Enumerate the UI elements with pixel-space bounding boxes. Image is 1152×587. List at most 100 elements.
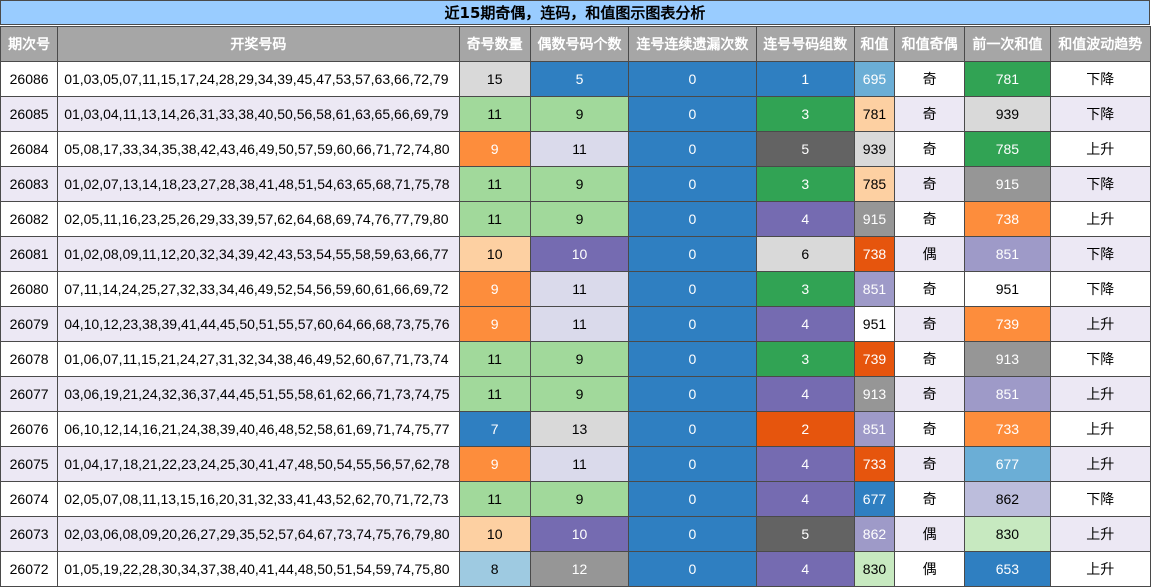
period-cell: 26075 <box>0 446 59 482</box>
prev-sum-cell: 781 <box>964 61 1051 97</box>
sum-trend-cell: 上升 <box>1049 411 1152 447</box>
sum-parity-cell: 奇 <box>894 201 966 237</box>
even-count-cell: 9 <box>529 376 630 412</box>
consec-miss-cell: 0 <box>628 446 757 482</box>
analysis-table: 期次号 开奖号码 奇号数量 偶数号码个数 连号连续遗漏次数 连号号码组数 和值 … <box>0 26 1152 587</box>
header-consec-miss: 连号连续遗漏次数 <box>628 26 757 62</box>
draw-numbers-cell: 04,10,12,23,38,39,41,44,45,50,51,55,57,6… <box>57 306 460 342</box>
prev-sum-cell: 677 <box>964 446 1051 482</box>
table-row: 26078 01,06,07,11,15,21,24,27,31,32,34,38… <box>0 341 1152 377</box>
prev-sum-cell: 862 <box>964 481 1051 517</box>
sum-cell: 733 <box>853 446 896 482</box>
header-prev-sum: 前一次和值 <box>964 26 1051 62</box>
sum-parity-cell: 奇 <box>894 96 966 132</box>
consec-miss-cell: 0 <box>628 131 757 167</box>
consec-groups-cell: 2 <box>755 411 855 447</box>
consec-groups-cell: 3 <box>755 341 855 377</box>
table-row: 26081 01,02,08,09,11,12,20,32,34,39,42,43… <box>0 236 1152 272</box>
consec-miss-cell: 0 <box>628 481 757 517</box>
sum-parity-cell: 奇 <box>894 306 966 342</box>
sum-trend-cell: 上升 <box>1049 376 1152 412</box>
prev-sum-cell: 738 <box>964 201 1051 237</box>
prev-sum-cell: 785 <box>964 131 1051 167</box>
table-row: 26075 01,04,17,18,21,22,23,24,25,30,41,47… <box>0 446 1152 482</box>
table-row: 26080 07,11,14,24,25,27,32,33,34,46,49,52… <box>0 271 1152 307</box>
even-count-cell: 9 <box>529 96 630 132</box>
table-row: 26079 04,10,12,23,38,39,41,44,45,50,51,55… <box>0 306 1152 342</box>
consec-groups-cell: 4 <box>755 481 855 517</box>
table-row: 26077 03,06,19,21,24,32,36,37,44,45,51,55… <box>0 376 1152 412</box>
consec-groups-cell: 4 <box>755 376 855 412</box>
period-cell: 26078 <box>0 341 59 377</box>
odd-count-cell: 7 <box>458 411 531 447</box>
consec-groups-cell: 3 <box>755 271 855 307</box>
table-row: 26082 02,05,11,16,23,25,26,29,33,39,57,62… <box>0 201 1152 237</box>
sum-trend-cell: 下降 <box>1049 271 1152 307</box>
consec-miss-cell: 0 <box>628 411 757 447</box>
sum-cell: 785 <box>853 166 896 202</box>
odd-count-cell: 11 <box>458 481 531 517</box>
sum-cell: 851 <box>853 411 896 447</box>
draw-numbers-cell: 03,06,19,21,24,32,36,37,44,45,51,55,58,6… <box>57 376 460 412</box>
header-sum-parity: 和值奇偶 <box>894 26 966 62</box>
even-count-cell: 11 <box>529 271 630 307</box>
table-row: 26083 01,02,07,13,14,18,23,27,28,38,41,48… <box>0 166 1152 202</box>
consec-groups-cell: 1 <box>755 61 855 97</box>
even-count-cell: 5 <box>529 61 630 97</box>
period-cell: 26080 <box>0 271 59 307</box>
odd-count-cell: 9 <box>458 271 531 307</box>
consec-miss-cell: 0 <box>628 271 757 307</box>
even-count-cell: 11 <box>529 446 630 482</box>
sum-cell: 738 <box>853 236 896 272</box>
header-draw: 开奖号码 <box>57 26 460 62</box>
consec-miss-cell: 0 <box>628 96 757 132</box>
odd-count-cell: 9 <box>458 446 531 482</box>
sum-trend-cell: 下降 <box>1049 481 1152 517</box>
header-period: 期次号 <box>0 26 59 62</box>
sum-trend-cell: 上升 <box>1049 201 1152 237</box>
consec-miss-cell: 0 <box>628 516 757 552</box>
sum-trend-cell: 上升 <box>1049 446 1152 482</box>
header-sum: 和值 <box>853 26 896 62</box>
even-count-cell: 9 <box>529 166 630 202</box>
prev-sum-cell: 851 <box>964 236 1051 272</box>
period-cell: 26082 <box>0 201 59 237</box>
sum-parity-cell: 奇 <box>894 61 966 97</box>
sum-cell: 677 <box>853 481 896 517</box>
even-count-cell: 9 <box>529 201 630 237</box>
prev-sum-cell: 653 <box>964 551 1051 587</box>
prev-sum-cell: 830 <box>964 516 1051 552</box>
period-cell: 26083 <box>0 166 59 202</box>
sum-parity-cell: 奇 <box>894 166 966 202</box>
sum-cell: 862 <box>853 516 896 552</box>
prev-sum-cell: 913 <box>964 341 1051 377</box>
odd-count-cell: 11 <box>458 96 531 132</box>
prev-sum-cell: 851 <box>964 376 1051 412</box>
header-even-count: 偶数号码个数 <box>529 26 630 62</box>
consec-miss-cell: 0 <box>628 551 757 587</box>
draw-numbers-cell: 02,05,11,16,23,25,26,29,33,39,57,62,64,6… <box>57 201 460 237</box>
table-body: 26086 01,03,05,07,11,15,17,24,28,29,34,39… <box>0 61 1152 587</box>
even-count-cell: 11 <box>529 306 630 342</box>
header-row: 期次号 开奖号码 奇号数量 偶数号码个数 连号连续遗漏次数 连号号码组数 和值 … <box>0 26 1152 62</box>
sum-trend-cell: 下降 <box>1049 61 1152 97</box>
even-count-cell: 10 <box>529 236 630 272</box>
period-cell: 26074 <box>0 481 59 517</box>
odd-count-cell: 11 <box>458 341 531 377</box>
even-count-cell: 10 <box>529 516 630 552</box>
odd-count-cell: 10 <box>458 516 531 552</box>
sum-trend-cell: 下降 <box>1049 166 1152 202</box>
consec-groups-cell: 4 <box>755 201 855 237</box>
sum-cell: 781 <box>853 96 896 132</box>
header-odd-count: 奇号数量 <box>458 26 531 62</box>
period-cell: 26073 <box>0 516 59 552</box>
odd-count-cell: 11 <box>458 201 531 237</box>
prev-sum-cell: 939 <box>964 96 1051 132</box>
draw-numbers-cell: 02,05,07,08,11,13,15,16,20,31,32,33,41,4… <box>57 481 460 517</box>
consec-miss-cell: 0 <box>628 61 757 97</box>
sum-trend-cell: 下降 <box>1049 96 1152 132</box>
draw-numbers-cell: 05,08,17,33,34,35,38,42,43,46,49,50,57,5… <box>57 131 460 167</box>
draw-numbers-cell: 01,02,08,09,11,12,20,32,34,39,42,43,53,5… <box>57 236 460 272</box>
table-row: 26085 01,03,04,11,13,14,26,31,33,38,40,50… <box>0 96 1152 132</box>
